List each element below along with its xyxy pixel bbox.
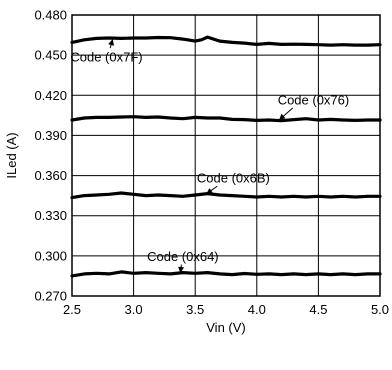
y-tick-label: 0.300	[34, 248, 67, 263]
plot-frame	[71, 14, 381, 297]
y-tick-label: 0.330	[34, 208, 67, 223]
series-line-1	[70, 115, 382, 123]
x-tick-label: 2.5	[63, 302, 81, 317]
series-line-0	[70, 35, 382, 47]
series-line-2	[70, 191, 382, 200]
arrow-head	[279, 113, 286, 120]
y-tick-label: 0.390	[34, 128, 67, 143]
x-tick-label: 5.0	[371, 302, 389, 317]
y-tick-label: 0.270	[34, 289, 67, 304]
annotation-label: Code (0x76)	[278, 92, 350, 107]
arrow-head	[178, 266, 185, 273]
y-tick-labels: 0.270 0.300 0.330 0.360 0.390 0.420 0.450 0.480	[34, 8, 67, 304]
arrow-head	[206, 188, 213, 194]
arrow-head	[108, 39, 114, 46]
x-tick-label: 4.5	[309, 302, 327, 317]
annotation-label: Code (0x64)	[147, 249, 219, 264]
y-tick-label: 0.450	[34, 48, 67, 63]
y-axis-title: ILed (A)	[4, 132, 19, 178]
y-tick-label: 0.480	[34, 8, 67, 23]
x-tick-label: 3.5	[186, 302, 204, 317]
annotation-label: Code (0x6B)	[197, 171, 270, 186]
y-tick-label: 0.360	[34, 168, 67, 183]
x-tick-label: 4.0	[248, 302, 266, 317]
x-tick-label: 3.0	[125, 302, 143, 317]
series-line-3	[70, 270, 382, 278]
x-axis-title: Vin (V)	[206, 320, 246, 335]
grid	[72, 15, 380, 296]
x-tick-labels: 2.5 3.0 3.5 4.0 4.5 5.0	[63, 302, 389, 317]
series-layer	[70, 35, 382, 278]
y-tick-label: 0.420	[34, 88, 67, 103]
annotations-layer: Code (0x7F) Code (0x76) Code (0x6B) Code (0…	[70, 38, 350, 274]
annotation-label: Code (0x7F)	[70, 50, 142, 65]
